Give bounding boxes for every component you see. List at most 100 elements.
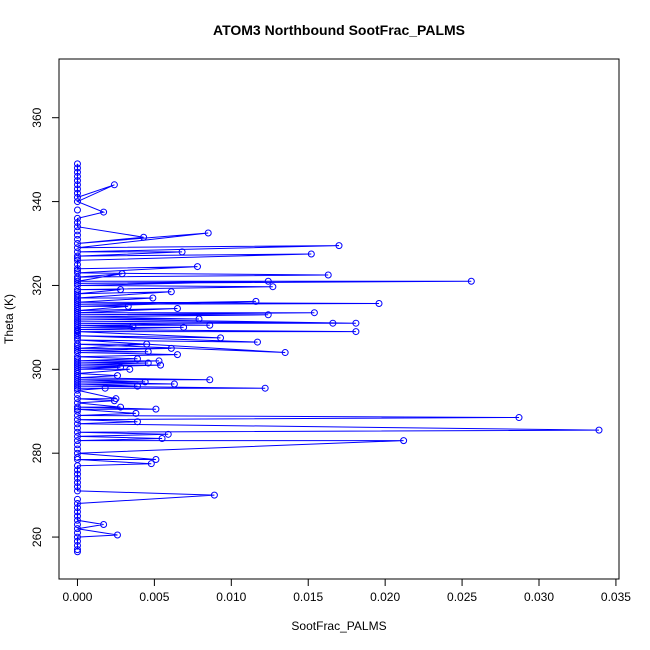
data-point <box>73 189 81 197</box>
data-point <box>173 351 181 359</box>
data-point <box>73 403 81 411</box>
data-point <box>73 332 81 340</box>
data-point <box>73 445 81 453</box>
data-point <box>73 420 81 428</box>
data-point <box>329 319 337 327</box>
data-point <box>253 338 261 346</box>
data-point <box>375 299 383 307</box>
y-axis: 260 280 300 320 340 360 <box>30 107 60 547</box>
data-point <box>73 160 81 168</box>
data-point <box>129 323 137 331</box>
data-point <box>73 487 81 495</box>
data-point <box>100 208 108 216</box>
data-point <box>324 271 332 279</box>
data-point <box>73 470 81 478</box>
data-point <box>133 355 141 363</box>
y-tick-label: 320 <box>30 275 44 295</box>
data-point <box>73 516 81 524</box>
data-point <box>133 418 141 426</box>
x-tick-label: 0.010 <box>216 590 246 604</box>
data-point <box>73 479 81 487</box>
data-point <box>144 348 152 356</box>
x-tick-label: 0.000 <box>62 590 92 604</box>
data-point <box>133 382 141 390</box>
data-point <box>141 378 149 386</box>
data-point <box>73 185 81 193</box>
data-point <box>117 363 125 371</box>
data-point <box>132 409 140 417</box>
data-point <box>73 390 81 398</box>
data-point <box>152 405 160 413</box>
data-point <box>73 466 81 474</box>
data-point <box>73 424 81 432</box>
data-point <box>73 525 81 533</box>
data-point <box>113 372 121 380</box>
data-point <box>195 315 203 323</box>
data-point <box>73 395 81 403</box>
data-point <box>73 437 81 445</box>
data-point <box>110 397 118 405</box>
data-point <box>73 520 81 528</box>
data-point <box>100 520 108 528</box>
data-point <box>180 323 188 331</box>
data-point <box>217 334 225 342</box>
data-point <box>73 330 81 338</box>
data-point <box>352 319 360 327</box>
y-tick-label: 280 <box>30 443 44 463</box>
data-point <box>73 411 81 419</box>
data-point <box>73 275 81 283</box>
data-point <box>73 334 81 342</box>
data-point <box>113 531 121 539</box>
data-point <box>73 172 81 180</box>
y-tick-label: 260 <box>30 527 44 547</box>
data-point <box>467 277 475 285</box>
x-tick-label: 0.005 <box>139 590 169 604</box>
data-point <box>73 198 81 206</box>
data-point <box>152 455 160 463</box>
data-point <box>73 227 81 235</box>
x-tick-label: 0.025 <box>447 590 477 604</box>
data-point <box>158 435 166 443</box>
data-point <box>101 384 109 392</box>
data-point <box>73 372 81 380</box>
data-point <box>73 474 81 482</box>
data-point <box>124 302 132 310</box>
data-point <box>73 277 81 285</box>
data-point <box>193 263 201 271</box>
data-point <box>140 233 148 241</box>
data-point <box>595 426 603 434</box>
data-point <box>155 357 163 365</box>
data-point <box>206 321 214 329</box>
data-point <box>264 277 272 285</box>
chart-title: ATOM3 Northbound SootFrac_PALMS <box>213 22 465 38</box>
data-point <box>170 380 178 388</box>
data-point <box>307 250 315 258</box>
data-point <box>73 288 81 296</box>
data-point <box>110 181 118 189</box>
data-point <box>310 309 318 317</box>
data-point <box>73 327 81 335</box>
data-point <box>144 359 152 367</box>
data-point <box>167 288 175 296</box>
data-point <box>269 283 277 291</box>
data-point <box>118 270 126 278</box>
data-point <box>73 267 81 275</box>
data-point <box>143 340 151 348</box>
data-point <box>173 305 181 313</box>
data-point <box>73 164 81 172</box>
data-point <box>167 344 175 352</box>
series-lines <box>76 163 600 550</box>
data-point <box>178 248 186 256</box>
data-point <box>73 292 81 300</box>
data-point <box>400 437 408 445</box>
data-point <box>73 428 81 436</box>
data-point <box>73 537 81 545</box>
y-tick-label: 340 <box>30 191 44 211</box>
data-point <box>73 231 81 239</box>
data-point <box>73 504 81 512</box>
series-line <box>76 163 600 550</box>
data-point <box>73 407 81 415</box>
data-point <box>281 349 289 357</box>
data-point <box>73 546 81 554</box>
data-point <box>73 252 81 260</box>
